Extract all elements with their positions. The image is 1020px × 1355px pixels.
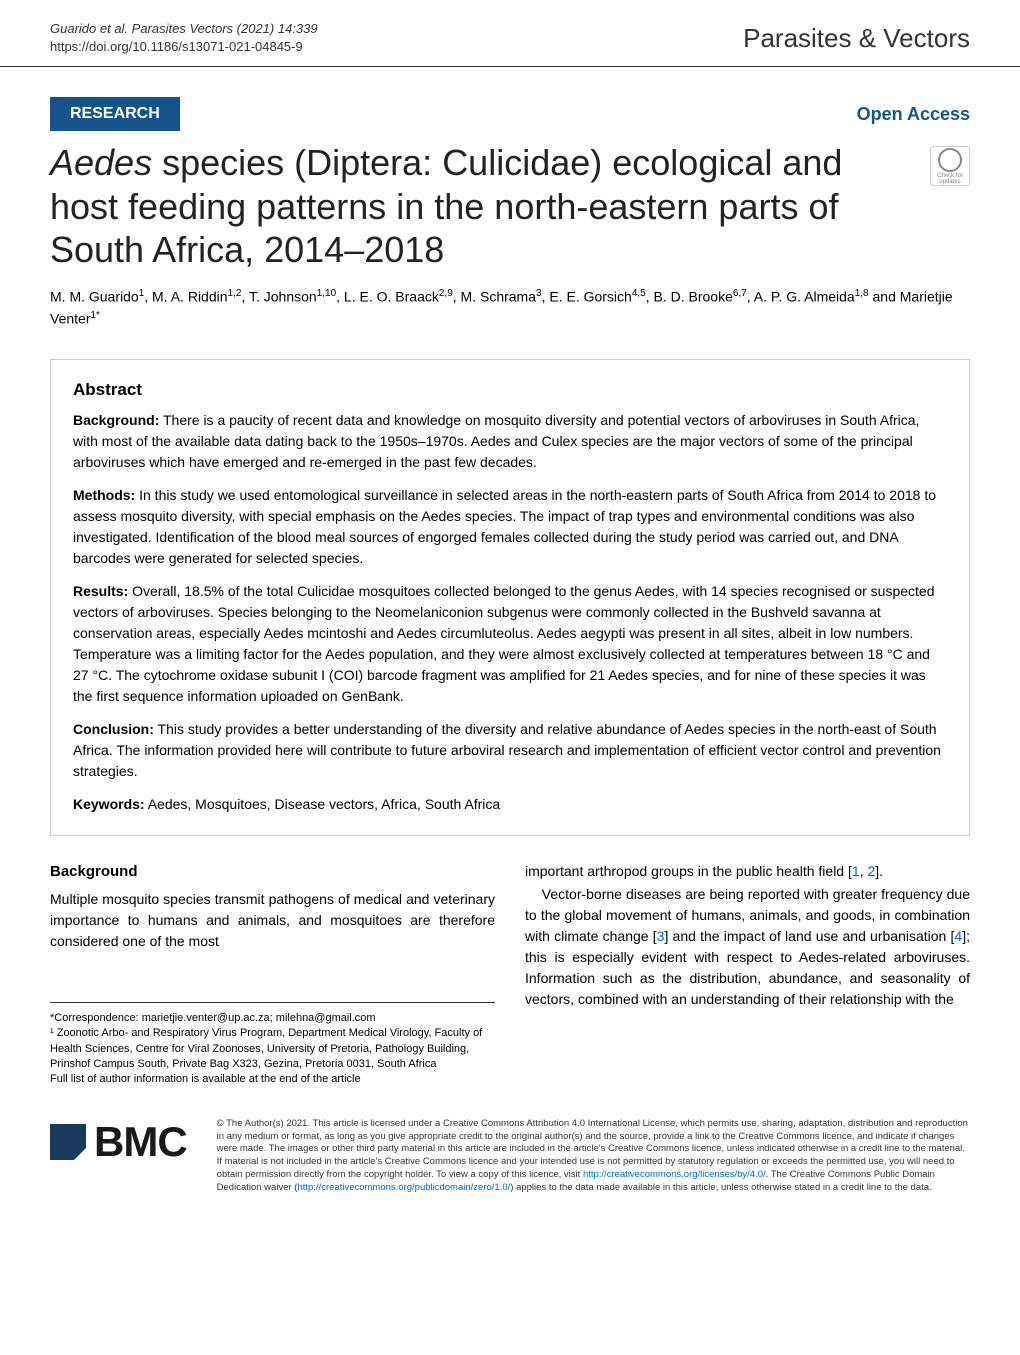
ref-1[interactable]: 1	[852, 863, 860, 879]
title-row: Aedes species (Diptera: Culicidae) ecolo…	[0, 131, 1020, 271]
footer: BMC © The Author(s) 2021. This article i…	[0, 1088, 1020, 1215]
check-updates-badge[interactable]: Check for updates	[930, 146, 970, 186]
abstract-results-text: Overall, 18.5% of the total Culicidae mo…	[73, 583, 935, 704]
bmc-square-icon	[50, 1124, 86, 1160]
abstract-background-text: There is a paucity of recent data and kn…	[73, 412, 919, 470]
bmc-logo: BMC	[50, 1118, 187, 1166]
abstract-background-label: Background:	[73, 412, 159, 428]
keywords-text: Aedes, Mosquitoes, Disease vectors, Afri…	[145, 796, 501, 812]
body-columns: Background Multiple mosquito species tra…	[0, 836, 1020, 1087]
abstract-box: Abstract Background: There is a paucity …	[50, 359, 970, 836]
column-right: important arthropod groups in the public…	[525, 861, 970, 1087]
col2-p1-post: ].	[875, 863, 883, 879]
citation-block: Guarido et al. Parasites Vectors (2021) …	[50, 20, 318, 56]
abstract-conclusion: Conclusion: This study provides a better…	[73, 719, 947, 782]
column-left: Background Multiple mosquito species tra…	[50, 861, 495, 1087]
background-heading: Background	[50, 861, 495, 884]
license-c: ) applies to the data made available in …	[510, 1182, 931, 1193]
research-label: RESEARCH	[50, 97, 180, 131]
correspondence-line: *Correspondence: marietjie.venter@up.ac.…	[50, 1011, 495, 1026]
abstract-methods-text: In this study we used entomological surv…	[73, 487, 936, 566]
abstract-keywords: Keywords: Aedes, Mosquitoes, Disease vec…	[73, 794, 947, 815]
page-header: Guarido et al. Parasites Vectors (2021) …	[0, 0, 1020, 67]
license-text: © The Author(s) 2021. This article is li…	[217, 1118, 970, 1195]
bmc-text: BMC	[94, 1118, 187, 1166]
journal-name: Parasites & Vectors	[743, 23, 970, 54]
authors-list: M. M. Guarido1, M. A. Riddin1,2, T. John…	[0, 271, 1020, 329]
full-list-line: Full list of author information is avail…	[50, 1072, 495, 1087]
abstract-heading: Abstract	[73, 380, 947, 400]
background-p1: Multiple mosquito species transmit patho…	[50, 889, 495, 952]
citation-line1: Guarido et al. Parasites Vectors (2021) …	[50, 20, 318, 38]
citation-doi: https://doi.org/10.1186/s13071-021-04845…	[50, 38, 318, 56]
col2-p1: important arthropod groups in the public…	[525, 861, 970, 882]
article-title: Aedes species (Diptera: Culicidae) ecolo…	[50, 141, 915, 271]
abstract-results: Results: Overall, 18.5% of the total Cul…	[73, 581, 947, 707]
abstract-methods-label: Methods:	[73, 487, 135, 503]
abstract-background: Background: There is a paucity of recent…	[73, 410, 947, 473]
col2-p2-b: ] and the impact of land use and urbanis…	[664, 928, 954, 944]
title-italic-aedes: Aedes	[50, 142, 152, 183]
check-updates-text: Check for updates	[931, 173, 969, 185]
col2-p1-pre: important arthropod groups in the public…	[525, 863, 852, 879]
abstract-conclusion-text: This study provides a better understandi…	[73, 721, 941, 779]
license-link-2[interactable]: http://creativecommons.org/publicdomain/…	[297, 1182, 510, 1193]
check-updates-icon	[938, 148, 962, 172]
abstract-results-label: Results:	[73, 583, 128, 599]
abstract-conclusion-label: Conclusion:	[73, 721, 154, 737]
license-link-1[interactable]: http://creativecommons.org/licenses/by/4…	[583, 1169, 766, 1180]
keywords-label: Keywords:	[73, 796, 145, 812]
affiliation-line: ¹ Zoonotic Arbo- and Respiratory Virus P…	[50, 1026, 495, 1072]
col2-p2: Vector-borne diseases are being reported…	[525, 884, 970, 1010]
open-access-label: Open Access	[857, 104, 970, 125]
research-bar: RESEARCH Open Access	[50, 97, 970, 131]
correspondence-block: *Correspondence: marietjie.venter@up.ac.…	[50, 1002, 495, 1088]
abstract-methods: Methods: In this study we used entomolog…	[73, 485, 947, 569]
